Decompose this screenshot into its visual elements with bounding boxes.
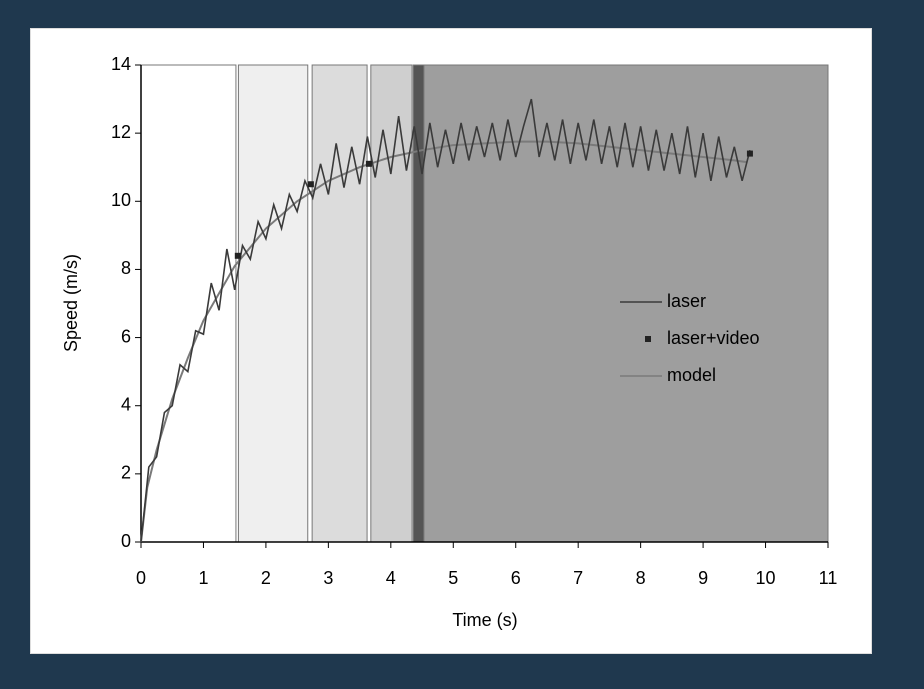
y-tick-label: 14 [111, 54, 131, 74]
x-tick-label: 8 [636, 568, 646, 588]
x-tick-label: 6 [511, 568, 521, 588]
x-tick-label: 2 [261, 568, 271, 588]
legend-label: laser [667, 291, 706, 311]
x-tick-label: 11 [819, 568, 838, 588]
phase-region [423, 64, 829, 543]
x-axis-label: Time (s) [452, 610, 517, 630]
x-tick-label: 0 [136, 568, 146, 588]
phase-region [237, 64, 309, 543]
phase-region [412, 64, 425, 543]
y-axis-label: Speed (m/s) [61, 254, 81, 352]
y-tick-label: 4 [121, 394, 131, 414]
x-tick-label: 7 [573, 568, 583, 588]
phase-region [311, 64, 368, 543]
data-point [234, 252, 241, 259]
data-point [307, 181, 314, 188]
series-line [140, 140, 747, 543]
data-point [365, 160, 372, 167]
x-tick-label: 1 [198, 568, 208, 588]
series-line [140, 98, 751, 543]
data-point [746, 150, 753, 157]
y-tick-label: 6 [121, 326, 131, 346]
x-tick-label: 10 [756, 568, 776, 588]
y-tick-label: 0 [121, 531, 131, 551]
legend-label: laser+video [667, 328, 760, 348]
y-tick-label: 12 [111, 122, 131, 142]
x-tick-label: 4 [386, 568, 396, 588]
x-tick-label: 5 [448, 568, 458, 588]
phase-region [370, 64, 413, 543]
y-tick-label: 8 [121, 258, 131, 278]
x-tick-label: 3 [323, 568, 333, 588]
legend-label: model [667, 365, 716, 385]
y-tick-label: 10 [111, 190, 131, 210]
x-tick-label: 9 [698, 568, 708, 588]
legend-swatch [645, 336, 651, 342]
y-tick-label: 2 [121, 463, 131, 483]
phase-region [140, 64, 237, 543]
